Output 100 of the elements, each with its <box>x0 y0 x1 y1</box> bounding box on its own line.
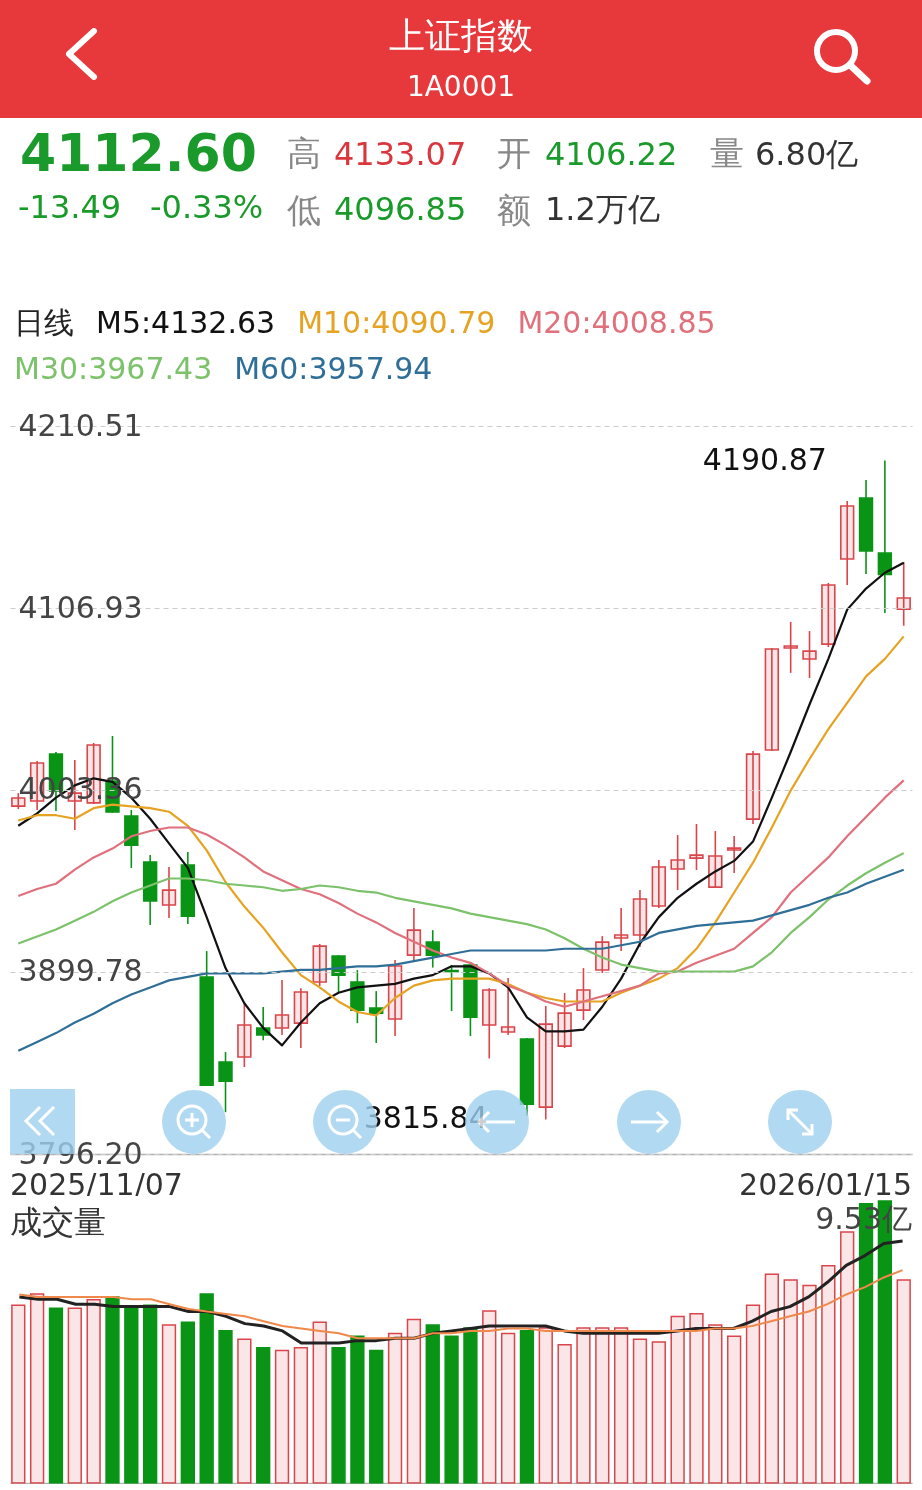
candlestick <box>293 987 309 1049</box>
candlestick <box>482 987 497 1060</box>
candlestick <box>689 823 704 871</box>
bar <box>312 1321 327 1484</box>
chart-subtitle: 1A0001 <box>405 70 517 103</box>
bar <box>387 1332 403 1484</box>
bar <box>161 1324 177 1484</box>
bar <box>48 1307 64 1484</box>
text: -13.49 <box>18 188 122 227</box>
y-tick-label: 4210.51 <box>18 407 143 443</box>
candlestick <box>161 866 177 919</box>
bar <box>482 1310 497 1484</box>
annotation: 2026/01/15 <box>739 1167 912 1202</box>
candlestick <box>632 889 648 948</box>
bar <box>406 1318 422 1484</box>
candlestick <box>877 459 893 614</box>
text: M60:3957.94 <box>234 350 433 388</box>
text: M10:4090.79 <box>297 304 496 342</box>
candlestick <box>802 630 817 679</box>
text: 1.2万亿 <box>545 190 660 229</box>
bar <box>256 1346 271 1484</box>
bar <box>783 1279 798 1484</box>
line-series <box>17 868 905 1052</box>
candlestick <box>708 830 723 889</box>
text: 高 <box>287 133 321 174</box>
text: 4096.85 <box>334 190 467 229</box>
bar <box>124 1307 139 1484</box>
bar <box>802 1284 817 1484</box>
text: 4133.07 <box>334 135 467 174</box>
candlestick <box>218 1051 233 1113</box>
text: 4112.60 <box>20 122 257 185</box>
line-series <box>17 635 905 1017</box>
bar <box>218 1329 233 1484</box>
y-tick-label: 3899.78 <box>18 953 143 989</box>
annotation: 3815.84 <box>363 1100 488 1136</box>
bar <box>840 1231 855 1484</box>
candlestick <box>839 500 855 586</box>
text: 低 <box>287 190 321 231</box>
bar <box>463 1327 478 1484</box>
bar <box>745 1304 761 1484</box>
bar <box>11 1304 26 1484</box>
text: 开 <box>497 133 531 174</box>
bar <box>369 1349 384 1484</box>
bar <box>613 1327 629 1484</box>
bar <box>670 1315 685 1484</box>
bar <box>689 1313 704 1484</box>
candlestick <box>821 582 836 648</box>
bar <box>595 1327 610 1484</box>
bar <box>519 1329 535 1484</box>
candlestick <box>274 979 290 1036</box>
bar <box>538 1327 553 1484</box>
candlestick <box>764 647 780 752</box>
text: -0.33% <box>150 188 264 227</box>
annotation: 4190.87 <box>702 441 827 477</box>
text: 量 <box>710 133 744 174</box>
bar <box>557 1344 572 1484</box>
candlestick <box>538 1005 553 1121</box>
candlestick <box>557 992 572 1049</box>
candlestick <box>896 561 911 627</box>
bar <box>632 1338 648 1484</box>
bar <box>331 1346 346 1484</box>
bar <box>237 1338 252 1484</box>
text: M5:4132.63 <box>96 304 276 342</box>
bar <box>500 1332 516 1484</box>
bar <box>576 1327 591 1484</box>
candlestick <box>406 907 422 962</box>
text: 6.80亿 <box>755 135 859 174</box>
candlestick <box>726 835 742 874</box>
y-tick-label: 4106.93 <box>18 589 143 625</box>
bar <box>444 1335 459 1484</box>
text: 额 <box>497 190 531 231</box>
bar <box>651 1341 666 1484</box>
legend-title: 日线 <box>14 304 74 342</box>
bar <box>350 1335 365 1484</box>
candlestick <box>670 834 685 891</box>
bar <box>199 1293 214 1484</box>
candlestick <box>783 621 798 674</box>
bar <box>425 1324 440 1484</box>
candlestick <box>613 907 629 952</box>
bar <box>896 1279 911 1484</box>
bar <box>727 1335 742 1484</box>
candlestick <box>331 954 346 994</box>
bar <box>821 1265 836 1484</box>
bar <box>29 1293 45 1484</box>
bar <box>86 1298 101 1484</box>
chart-title: 成交量 <box>10 1203 106 1242</box>
text: M20:4008.85 <box>517 304 716 342</box>
candlestick <box>745 750 761 825</box>
candlestick <box>651 859 667 909</box>
text: 4106.22 <box>545 135 678 174</box>
bar <box>708 1324 723 1484</box>
candlestick <box>312 943 327 987</box>
candlestick <box>237 1002 252 1068</box>
bar <box>180 1321 195 1484</box>
text: M30:3967.43 <box>14 350 213 388</box>
candlestick <box>500 977 516 1036</box>
bar <box>67 1307 82 1484</box>
chart-title: 上证指数 <box>388 14 534 58</box>
bar <box>274 1349 290 1484</box>
bar <box>105 1296 120 1484</box>
